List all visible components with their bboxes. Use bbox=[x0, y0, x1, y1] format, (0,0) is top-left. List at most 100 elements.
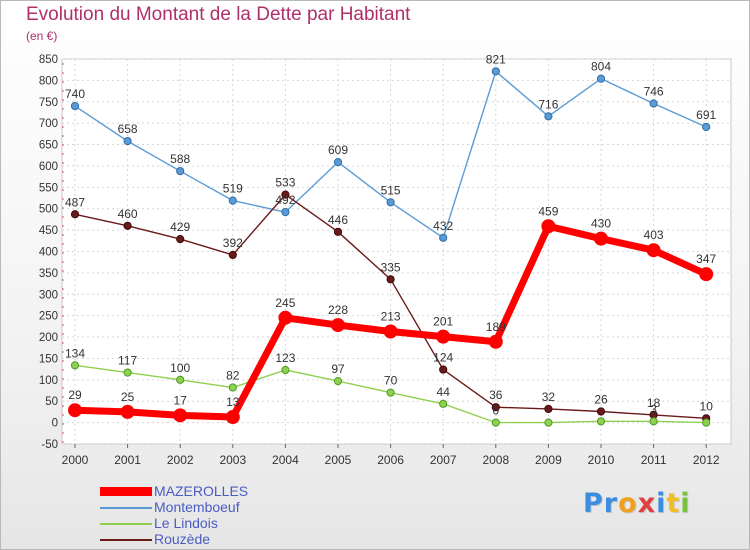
x-tick-label: 2011 bbox=[641, 453, 667, 467]
data-point-le-lindois bbox=[70, 361, 80, 370]
y-tick-label: 100 bbox=[39, 375, 58, 387]
data-label-mazerolles: 29 bbox=[68, 388, 82, 402]
chart-subtitle: (en €) bbox=[26, 29, 58, 43]
data-label-rouzede: 335 bbox=[381, 260, 401, 274]
x-tick-label: 2007 bbox=[430, 453, 457, 467]
y-tick-label: 650 bbox=[39, 140, 58, 152]
data-label-rouzede: 10 bbox=[700, 399, 714, 413]
data-point-montemboeuf bbox=[281, 208, 290, 217]
proxiti-logo: Proxiti bbox=[583, 488, 691, 519]
data-point-montemboeuf bbox=[333, 157, 343, 167]
x-tick-label: 2006 bbox=[377, 453, 404, 467]
data-label-mazerolles: 228 bbox=[328, 303, 348, 317]
data-label-rouzede: 446 bbox=[328, 213, 348, 227]
data-label-montemboeuf: 746 bbox=[644, 84, 664, 98]
data-label-mazerolles: 347 bbox=[696, 252, 716, 266]
y-tick-label: 750 bbox=[39, 97, 58, 109]
data-label-rouzede: 392 bbox=[223, 236, 243, 250]
y-tick-label: 350 bbox=[39, 268, 58, 280]
data-point-rouzede bbox=[386, 275, 395, 284]
y-tick-label: 400 bbox=[39, 247, 58, 259]
data-point-mazerolles bbox=[225, 410, 240, 425]
y-tick-label: 300 bbox=[39, 289, 58, 301]
data-point-rouzede bbox=[123, 221, 132, 230]
data-label-mazerolles: 403 bbox=[644, 228, 664, 242]
data-label-le-lindois: 44 bbox=[437, 385, 451, 399]
x-tick-label: 2008 bbox=[482, 453, 509, 467]
legend-swatch-mazerolles bbox=[100, 487, 152, 496]
y-tick-label: 250 bbox=[39, 311, 58, 323]
data-point-mazerolles bbox=[646, 243, 661, 258]
logo-letter: t bbox=[666, 488, 681, 519]
data-point-montemboeuf bbox=[123, 137, 132, 146]
data-label-mazerolles: 25 bbox=[121, 390, 135, 404]
data-point-montemboeuf bbox=[649, 99, 658, 108]
data-label-montemboeuf: 519 bbox=[223, 182, 243, 196]
data-point-le-lindois bbox=[123, 368, 132, 377]
data-label-montemboeuf: 432 bbox=[433, 219, 453, 233]
legend-swatch-rouzede bbox=[100, 539, 152, 541]
data-point-montemboeuf bbox=[702, 122, 711, 132]
data-label-montemboeuf: 658 bbox=[118, 122, 138, 136]
data-label-rouzede: 26 bbox=[594, 392, 608, 406]
data-label-mazerolles: 430 bbox=[591, 217, 611, 231]
data-point-mazerolles bbox=[541, 219, 556, 234]
data-point-montemboeuf bbox=[70, 101, 80, 111]
legend-swatch-montemboeuf bbox=[100, 507, 152, 509]
data-point-le-lindois bbox=[176, 375, 185, 384]
logo-letter: r bbox=[603, 488, 619, 519]
data-label-rouzede: 36 bbox=[489, 388, 503, 402]
data-point-rouzede bbox=[439, 365, 448, 374]
data-label-le-lindois: 0 bbox=[492, 404, 499, 418]
data-point-montemboeuf bbox=[176, 166, 185, 176]
data-point-rouzede bbox=[596, 407, 606, 416]
data-label-mazerolles: 245 bbox=[275, 296, 295, 310]
data-point-le-lindois bbox=[281, 365, 290, 375]
data-label-le-lindois: 82 bbox=[226, 369, 240, 383]
data-point-montemboeuf bbox=[544, 112, 553, 121]
data-point-mazerolles bbox=[488, 334, 503, 349]
data-point-rouzede bbox=[281, 190, 290, 199]
data-label-montemboeuf: 740 bbox=[65, 87, 85, 101]
data-label-montemboeuf: 804 bbox=[591, 60, 611, 74]
data-label-montemboeuf: 609 bbox=[328, 143, 348, 157]
data-point-le-lindois bbox=[491, 418, 500, 427]
y-tick-label: 50 bbox=[45, 396, 58, 408]
data-point-le-lindois bbox=[439, 399, 448, 408]
y-tick-label: 500 bbox=[39, 204, 58, 216]
data-point-mazerolles bbox=[120, 404, 135, 419]
data-label-le-lindois: 123 bbox=[275, 351, 295, 365]
data-label-mazerolles: 17 bbox=[174, 393, 188, 407]
y-tick-label: 150 bbox=[39, 353, 58, 365]
logo-letter: x bbox=[637, 488, 657, 519]
data-label-rouzede: 18 bbox=[647, 396, 661, 410]
data-label-le-lindois: 3 bbox=[650, 402, 657, 416]
x-tick-label: 2012 bbox=[693, 453, 720, 467]
data-label-mazerolles: 213 bbox=[381, 309, 401, 323]
x-tick-label: 2003 bbox=[219, 453, 246, 467]
data-point-montemboeuf bbox=[596, 74, 606, 83]
data-point-montemboeuf bbox=[386, 198, 395, 207]
data-label-mazerolles: 189 bbox=[486, 320, 506, 334]
data-point-mazerolles bbox=[436, 329, 451, 344]
y-tick-label: 0 bbox=[52, 418, 58, 430]
data-label-mazerolles: 459 bbox=[538, 204, 558, 218]
y-tick-label: 450 bbox=[39, 225, 58, 237]
data-label-rouzede: 32 bbox=[542, 390, 556, 404]
x-tick-label: 2000 bbox=[62, 453, 89, 467]
data-point-le-lindois bbox=[649, 417, 658, 426]
data-label-montemboeuf: 821 bbox=[486, 52, 506, 66]
y-tick-label: 800 bbox=[39, 75, 58, 87]
data-label-montemboeuf: 588 bbox=[170, 152, 190, 166]
data-label-le-lindois: 134 bbox=[65, 346, 85, 360]
data-label-mazerolles: 201 bbox=[433, 315, 453, 329]
legend-label-rouzede: Rouzède bbox=[154, 531, 211, 547]
data-point-le-lindois bbox=[702, 418, 711, 427]
data-label-montemboeuf: 492 bbox=[275, 193, 295, 207]
x-tick-label: 2004 bbox=[272, 453, 299, 467]
x-tick-label: 2005 bbox=[325, 453, 352, 467]
data-point-mazerolles bbox=[594, 231, 608, 246]
legend-swatch-le-lindois bbox=[100, 523, 152, 525]
data-point-montemboeuf bbox=[228, 196, 237, 205]
data-point-mazerolles bbox=[699, 267, 714, 282]
